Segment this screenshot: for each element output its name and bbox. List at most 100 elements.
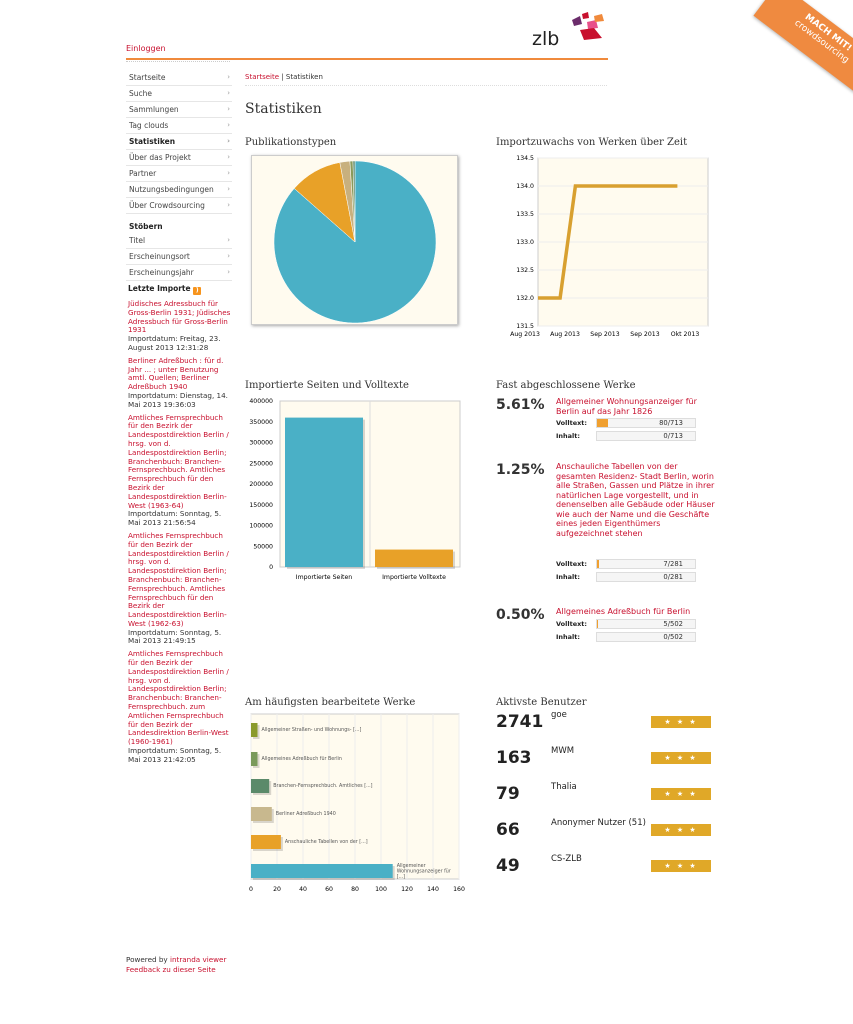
bar[interactable]	[375, 549, 453, 567]
x-category-label: Importierte Volltexte	[382, 574, 446, 581]
chevron-right-icon: ›	[227, 137, 230, 145]
browse-item[interactable]: Erscheinungsjahr ›	[126, 265, 232, 281]
footer: Powered by intranda viewer Feedback zu d…	[126, 955, 226, 975]
user-count: 79	[496, 784, 520, 804]
crowdsourcing-ribbon[interactable]: MACH MIT! crowdsourcing	[753, 0, 853, 100]
work-link[interactable]: Allgemeiner Wohnungsanzeiger für Berlin …	[556, 397, 697, 416]
user-name[interactable]: goe	[551, 710, 567, 720]
y-tick-label: 132.0	[516, 295, 534, 302]
chevron-right-icon: ›	[227, 252, 230, 260]
header-divider	[126, 58, 608, 60]
import-item: Amtliches Fernsprechbuch für den Bezirk …	[128, 530, 232, 646]
inhalt-label: Inhalt:	[556, 432, 580, 440]
browse-item-label: Titel	[129, 236, 146, 245]
nav-item[interactable]: Tag clouds ›	[126, 118, 232, 134]
nav-item[interactable]: Nutzungsbedingungen ›	[126, 182, 232, 198]
nav-item[interactable]: Startseite ›	[126, 70, 232, 86]
y-tick-label: 50000	[253, 543, 273, 550]
y-tick-label: 250000	[249, 460, 273, 467]
chevron-right-icon: ›	[227, 201, 230, 209]
edited-title: Am häufigsten bearbeitete Werke	[245, 697, 416, 708]
nav-item[interactable]: Partner ›	[126, 166, 232, 182]
pages-bar-chart: 0 50000 100000 150000 200000 250000 300000 3500…	[249, 398, 461, 581]
main-nav: Startseite › Suche › Sammlungen › Tag clouds › S…	[126, 70, 232, 214]
bar-label: Branchen-Fernsprechbuch. Amtliches [...]	[273, 783, 372, 789]
bar[interactable]	[251, 779, 270, 793]
x-category-label: Importierte Seiten	[296, 574, 352, 581]
nav-item[interactable]: Über das Projekt ›	[126, 150, 232, 166]
x-tick-label: 0	[249, 886, 253, 893]
feedback-link[interactable]: Feedback zu dieser Seite	[126, 965, 216, 974]
volltext-value: 7/281	[663, 560, 683, 568]
work-link[interactable]: Allgemeines Adreßbuch für Berlin	[556, 607, 691, 616]
user-name[interactable]: MWM	[551, 746, 575, 756]
import-growth-title: Importzuwachs von Werken über Zeit	[496, 137, 688, 148]
chevron-right-icon: ›	[227, 185, 230, 193]
bar[interactable]	[285, 417, 363, 567]
inhalt-progress: 0/281	[596, 572, 696, 582]
y-tick-label: 132.5	[516, 267, 534, 274]
breadcrumb-home[interactable]: Startseite	[245, 73, 280, 81]
star-rating: ★ ★ ★	[651, 752, 711, 764]
edited-bar-chart: 0 20 40 60 80 100 120 140 160 Allgemeiner Straßen…	[249, 713, 465, 893]
nav-item[interactable]: Sammlungen ›	[126, 102, 232, 118]
sidebar: Startseite › Suche › Sammlungen › Tag clouds › S…	[126, 70, 232, 281]
bar[interactable]	[251, 864, 393, 878]
import-link[interactable]: Jüdisches Adressbuch für Gross-Berlin 19…	[128, 299, 231, 335]
progress-fill	[597, 419, 608, 427]
browse-item[interactable]: Erscheinungsort ›	[126, 249, 232, 265]
y-tick-label: 133.0	[516, 239, 534, 246]
browse-heading: Stöbern	[129, 222, 163, 231]
import-item: Jüdisches Adressbuch für Gross-Berlin 19…	[128, 299, 232, 353]
intranda-link[interactable]: intranda viewer	[169, 955, 227, 964]
login-link[interactable]: Einloggen	[126, 44, 166, 53]
user-row: 2741 goe ★ ★ ★	[496, 710, 716, 740]
x-tick-label: 140	[427, 886, 439, 893]
nav-item[interactable]: Über Crowdsourcing ›	[126, 198, 232, 214]
bar-label: Allgemeiner Wohnungsanzeiger für [...]	[397, 863, 451, 880]
chevron-right-icon: ›	[227, 89, 230, 97]
bar[interactable]	[251, 807, 272, 821]
zlb-logo[interactable]: zlb	[532, 12, 610, 52]
x-tick-label: 40	[299, 886, 307, 893]
x-tick-label: 120	[401, 886, 413, 893]
browse-item[interactable]: Titel ›	[126, 233, 232, 249]
x-tick-label: 100	[375, 886, 387, 893]
user-row: 66 Anonymer Nutzer (51) ★ ★ ★	[496, 818, 716, 848]
x-tick-label: Aug 2013	[550, 331, 580, 338]
user-name[interactable]: CS-ZLB	[551, 854, 582, 864]
chevron-right-icon: ›	[227, 236, 230, 244]
breadcrumb-sep: |	[279, 73, 286, 81]
pie-chart-box	[251, 155, 458, 325]
breadcrumb-current: Statistiken	[285, 73, 323, 81]
bar[interactable]	[251, 752, 258, 766]
import-link[interactable]: Amtliches Fernsprechbuch für den Bezirk …	[128, 412, 229, 510]
powered-prefix: Powered by	[126, 955, 170, 964]
import-link[interactable]: Amtliches Fernsprechbuch für den Bezirk …	[128, 530, 229, 628]
y-tick-label: 134.0	[516, 183, 534, 190]
nav-item-label: Suche	[129, 89, 153, 98]
rss-icon[interactable]: )	[193, 287, 202, 295]
y-tick-label: 133.5	[516, 211, 534, 218]
nav-item[interactable]: Statistiken ›	[126, 134, 232, 150]
bar[interactable]	[251, 723, 258, 737]
recent-imports: Letzte Importe ) Jüdisches Adressbuch fü…	[128, 284, 232, 769]
nav-item-label: Tag clouds	[129, 121, 169, 130]
nav-item[interactable]: Suche ›	[126, 86, 232, 102]
y-tick-label: 350000	[249, 419, 273, 426]
user-name[interactable]: Anonymer Nutzer (51)	[551, 818, 646, 828]
x-tick-label: Okt 2013	[671, 331, 700, 338]
x-tick-label: Aug 2013	[510, 331, 540, 338]
user-name[interactable]: Thalia	[551, 782, 577, 792]
work-link[interactable]: Anschauliche Tabellen von der gesamten R…	[556, 462, 715, 538]
import-date: Importdatum: Dienstag, 14. Mai 2013 19:3…	[128, 390, 228, 409]
pie-slice[interactable]	[352, 160, 356, 243]
import-item: Berliner Adreßbuch : für d. Jahr ... ; u…	[128, 355, 232, 410]
series-line[interactable]	[538, 184, 678, 300]
percent-value: 1.25%	[496, 462, 545, 478]
bar[interactable]	[251, 835, 281, 849]
inhalt-label: Inhalt:	[556, 573, 580, 581]
inhalt-progress: 0/713	[596, 431, 696, 441]
import-link[interactable]: Amtliches Fernsprechbuch für den Bezirk …	[128, 649, 229, 747]
import-link[interactable]: Berliner Adreßbuch : für d. Jahr ... ; u…	[128, 355, 224, 392]
